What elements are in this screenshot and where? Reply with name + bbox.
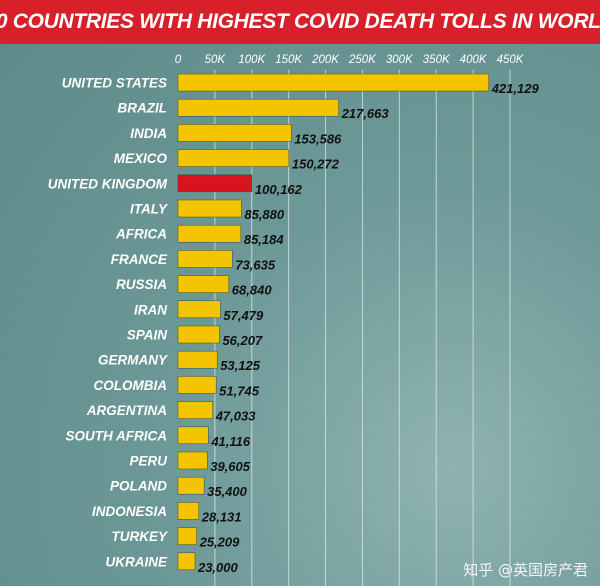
bar: [177, 149, 290, 167]
value-label: 53,125: [220, 358, 261, 373]
tick-label: 100K: [238, 54, 266, 66]
tick-label: 300K: [386, 54, 414, 66]
value-label: 73,635: [235, 257, 276, 272]
category-label: COLOMBIA: [94, 378, 168, 393]
bar: [177, 174, 253, 193]
value-label: 23,000: [197, 560, 239, 575]
category-label: MEXICO: [114, 151, 168, 166]
value-label: 51,745: [219, 383, 260, 398]
bar: [177, 376, 217, 394]
category-label: ARGENTINA: [86, 403, 167, 418]
bar: [177, 224, 242, 243]
value-label: 41,116: [210, 434, 251, 449]
tick-label: 350K: [423, 54, 451, 66]
bar: [177, 552, 196, 571]
value-label: 85,880: [244, 207, 285, 222]
tick-label: 150K: [275, 54, 303, 66]
bar: [177, 476, 205, 495]
value-label: 57,479: [223, 308, 264, 323]
bar: [177, 250, 233, 268]
tick-label: 400K: [460, 54, 488, 66]
bar: [177, 502, 200, 520]
category-label: GERMANY: [98, 353, 169, 368]
bar: [177, 426, 209, 445]
category-label: TURKEY: [111, 529, 168, 544]
watermark: 知乎 @英国房产君: [463, 561, 588, 579]
value-label: 153,586: [294, 131, 342, 146]
value-label: 100,162: [255, 182, 303, 197]
category-label: POLAND: [110, 479, 167, 494]
bar: [177, 325, 220, 344]
bar: [177, 300, 221, 319]
value-label: 28,131: [201, 509, 242, 524]
category-label: RUSSIA: [116, 277, 167, 292]
bar: [177, 401, 213, 419]
bar: [177, 527, 197, 545]
category-label: FRANCE: [111, 252, 168, 267]
bar: [177, 124, 292, 142]
bar: [177, 350, 218, 369]
value-label: 421,129: [491, 81, 540, 96]
value-label: 150,272: [292, 157, 340, 172]
tick-label: 200K: [311, 54, 340, 66]
value-label: 56,207: [222, 333, 263, 348]
chart-title: 20 COUNTRIES WITH HIGHEST COVID DEATH TO…: [0, 10, 600, 33]
category-label: INDIA: [130, 126, 167, 141]
category-label: UKRAINE: [105, 554, 167, 569]
category-label: SOUTH AFRICA: [66, 428, 168, 443]
value-label: 35,400: [207, 484, 248, 499]
category-label: UNITED STATES: [62, 76, 167, 91]
value-label: 47,033: [215, 409, 257, 424]
bar: [177, 451, 208, 470]
category-label: INDONESIA: [92, 504, 167, 519]
value-label: 85,184: [244, 232, 285, 247]
tick-label: 450K: [497, 54, 525, 66]
tick-label: 50K: [205, 54, 227, 66]
category-label: SPAIN: [127, 328, 168, 343]
bar: [177, 199, 242, 218]
category-label: IRAN: [134, 302, 167, 317]
bar-chart: 0 50K 100K 150K 200K 250K 300K 350K 400K 450K UNIT…: [48, 54, 540, 586]
category-label: ITALY: [130, 202, 169, 217]
bar: [177, 98, 339, 117]
bar: [177, 275, 230, 293]
category-label: UNITED KINGDOM: [48, 176, 168, 191]
value-label: 68,840: [232, 283, 273, 298]
tick-label: 0: [175, 54, 182, 66]
category-label: AFRICA: [115, 227, 167, 242]
value-label: 25,209: [199, 535, 241, 550]
category-label: BRAZIL: [118, 101, 168, 116]
category-label: PERU: [129, 454, 168, 469]
tick-label: 250K: [348, 54, 377, 66]
value-label: 217,663: [341, 106, 390, 121]
value-label: 39,605: [210, 459, 251, 474]
title-bar: 20 COUNTRIES WITH HIGHEST COVID DEATH TO…: [0, 0, 600, 44]
bar: [177, 73, 489, 92]
